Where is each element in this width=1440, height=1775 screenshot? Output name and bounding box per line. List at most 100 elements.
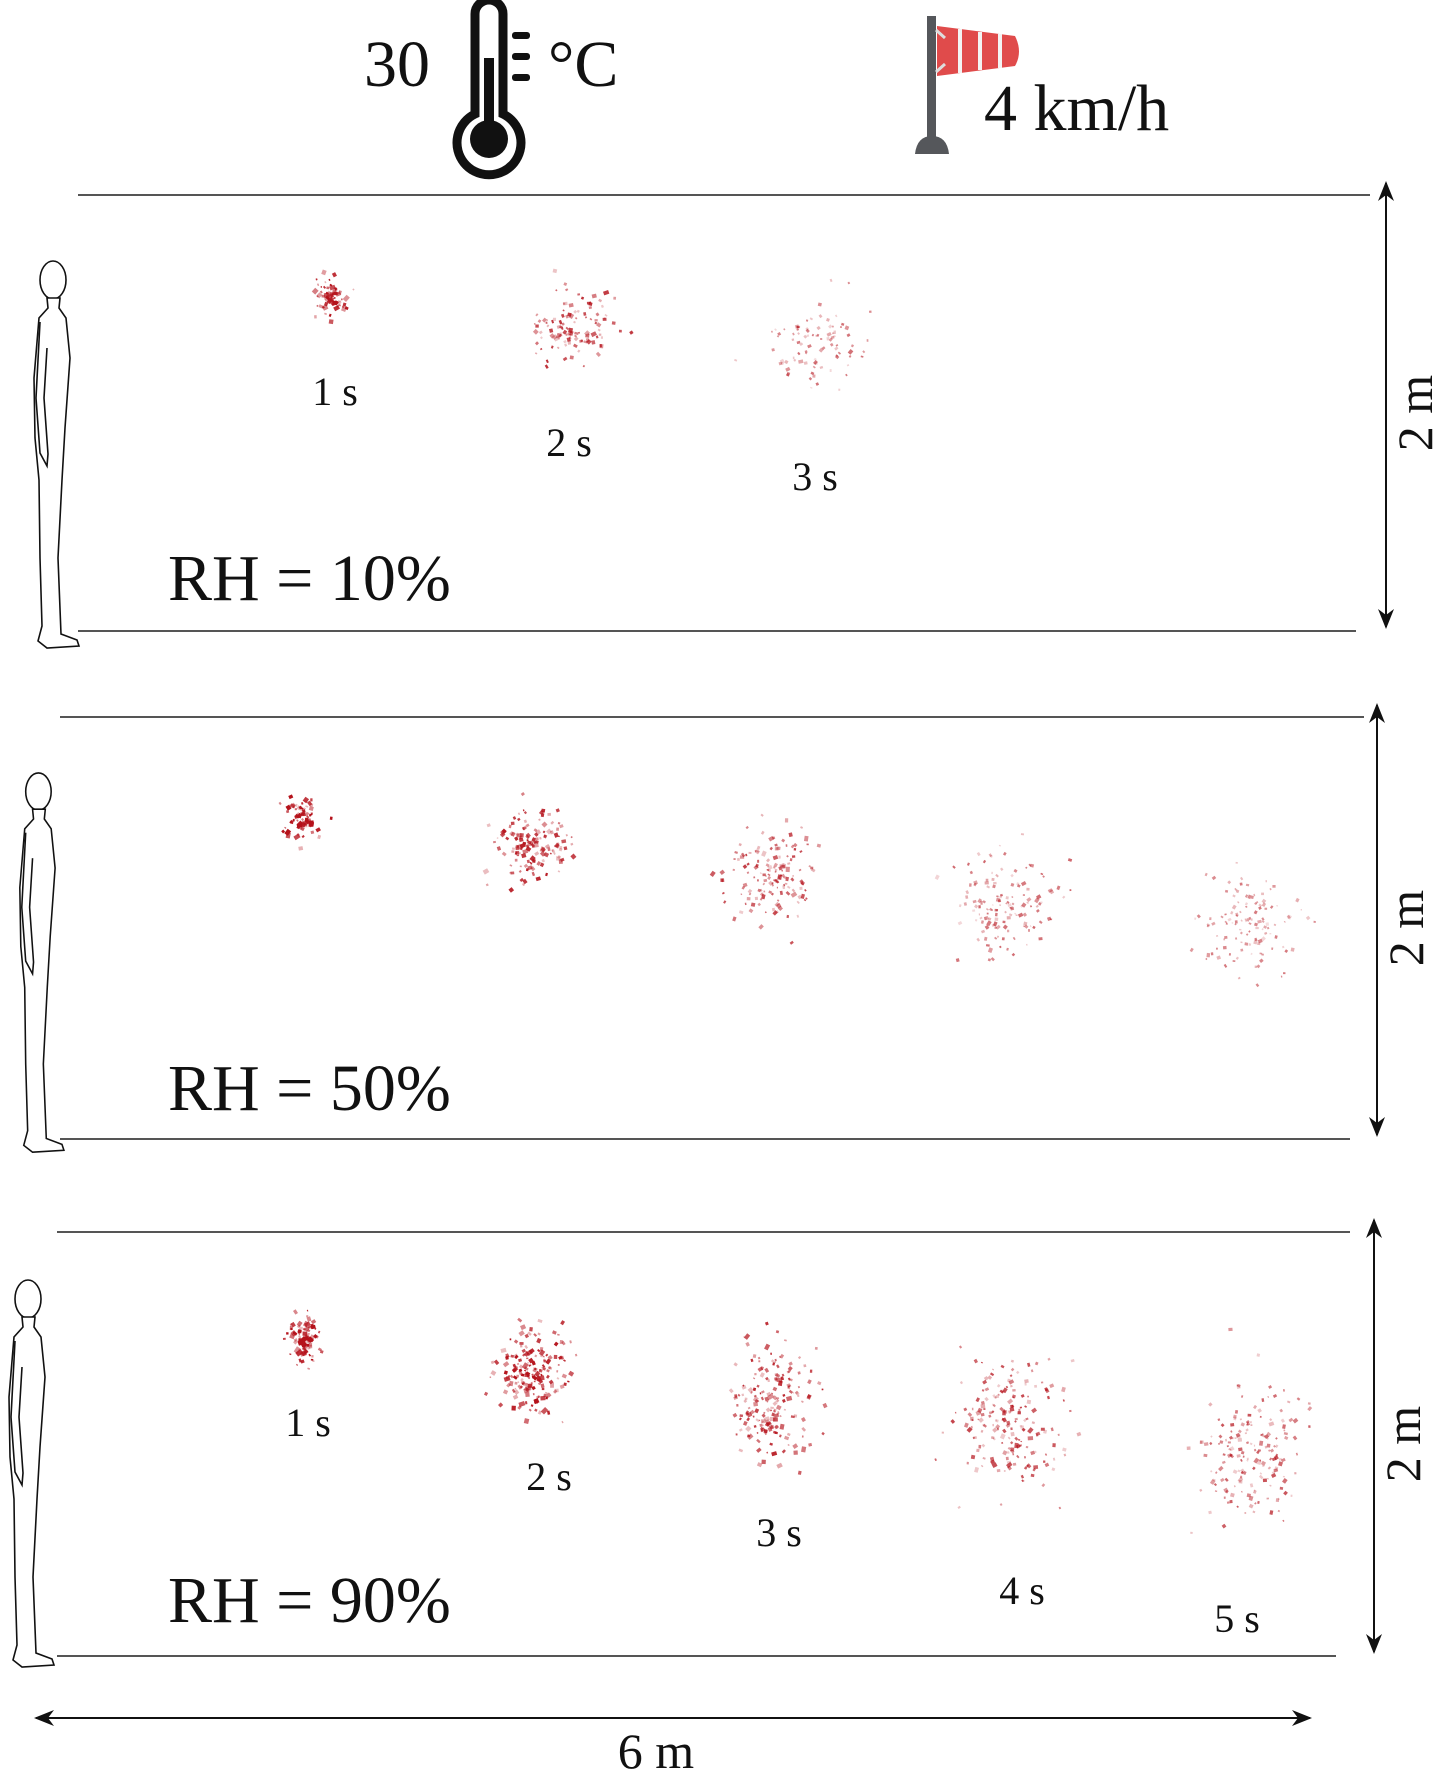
droplet	[1199, 1440, 1204, 1444]
droplet	[809, 1369, 813, 1373]
droplet	[297, 820, 303, 827]
droplet	[1236, 1454, 1241, 1458]
droplet	[1030, 1369, 1034, 1373]
droplet	[543, 1359, 547, 1363]
droplet	[991, 1462, 998, 1468]
droplet	[1224, 889, 1229, 893]
droplet	[765, 1376, 769, 1381]
droplet	[1258, 1474, 1264, 1480]
droplet	[573, 309, 578, 314]
droplet	[1253, 1444, 1256, 1447]
droplet	[770, 1406, 774, 1410]
droplet	[850, 344, 854, 348]
droplet	[789, 1378, 793, 1382]
droplet	[1270, 1473, 1277, 1479]
droplet	[1007, 1436, 1011, 1440]
droplet	[518, 1364, 524, 1369]
droplet	[1026, 1463, 1032, 1469]
droplet	[986, 885, 991, 889]
droplet	[528, 1408, 532, 1412]
droplet	[522, 1353, 526, 1357]
droplet	[557, 855, 561, 860]
droplet	[545, 1396, 548, 1400]
droplet	[989, 1372, 995, 1377]
droplet	[997, 899, 1002, 903]
droplet	[1034, 1384, 1038, 1388]
droplet	[796, 914, 800, 918]
droplet	[1203, 1453, 1208, 1458]
droplet	[547, 812, 551, 816]
droplet	[516, 1374, 519, 1378]
droplet	[787, 1369, 791, 1374]
droplet	[781, 838, 786, 843]
droplet	[309, 803, 314, 807]
droplet	[756, 845, 761, 851]
droplet	[776, 335, 780, 338]
droplet	[1199, 1488, 1203, 1492]
droplet	[775, 1372, 781, 1378]
droplet	[983, 915, 989, 921]
droplet	[1231, 921, 1234, 924]
droplet	[560, 1355, 565, 1360]
droplet	[987, 1375, 993, 1380]
droplet	[835, 344, 839, 347]
droplet	[814, 1346, 818, 1350]
droplet	[551, 319, 555, 324]
droplet	[1010, 1427, 1013, 1431]
droplet	[1009, 1374, 1013, 1378]
droplet	[1052, 1443, 1056, 1448]
droplet	[546, 319, 548, 321]
droplet	[781, 1373, 785, 1377]
droplet	[557, 821, 561, 825]
droplet	[784, 359, 789, 365]
droplet	[1286, 914, 1291, 920]
droplet	[524, 1369, 527, 1372]
droplet	[510, 821, 515, 826]
droplet	[512, 816, 517, 820]
droplet	[753, 876, 756, 879]
droplet	[790, 877, 795, 882]
time-label: 3 s	[756, 1510, 802, 1555]
droplet	[322, 285, 327, 289]
droplet	[1046, 916, 1052, 921]
droplet	[797, 894, 803, 900]
droplet	[545, 872, 549, 877]
droplet	[786, 914, 790, 919]
droplet	[800, 826, 804, 829]
droplet	[290, 802, 297, 808]
droplet	[542, 1355, 545, 1358]
droplet	[547, 1366, 552, 1370]
droplet	[782, 1398, 786, 1403]
droplet	[561, 1373, 567, 1379]
droplet	[1025, 943, 1028, 946]
droplet	[741, 885, 746, 890]
droplet	[803, 898, 807, 902]
droplet	[1227, 917, 1232, 922]
droplet	[816, 325, 821, 331]
droplet	[531, 837, 536, 842]
droplet	[967, 1412, 973, 1417]
droplet	[520, 1377, 524, 1382]
droplet	[1257, 1500, 1260, 1504]
droplet	[538, 818, 541, 821]
droplet	[1062, 1399, 1065, 1402]
droplet	[595, 351, 601, 357]
droplet-cloud	[1186, 1327, 1313, 1535]
droplet	[779, 873, 783, 878]
droplet	[1254, 1502, 1257, 1505]
droplet	[1237, 1384, 1241, 1388]
droplet	[297, 1330, 302, 1334]
droplet	[780, 864, 786, 869]
droplet	[1031, 1407, 1038, 1414]
droplet	[745, 1341, 750, 1347]
droplet	[1271, 947, 1274, 950]
droplet	[1027, 1436, 1034, 1441]
droplet	[561, 1420, 564, 1424]
droplet	[483, 1391, 489, 1396]
droplet	[530, 866, 536, 872]
droplet	[1269, 1484, 1272, 1487]
droplet	[598, 333, 602, 336]
droplet	[756, 1462, 763, 1468]
droplet	[817, 1381, 822, 1386]
droplet-cloud	[709, 813, 822, 945]
